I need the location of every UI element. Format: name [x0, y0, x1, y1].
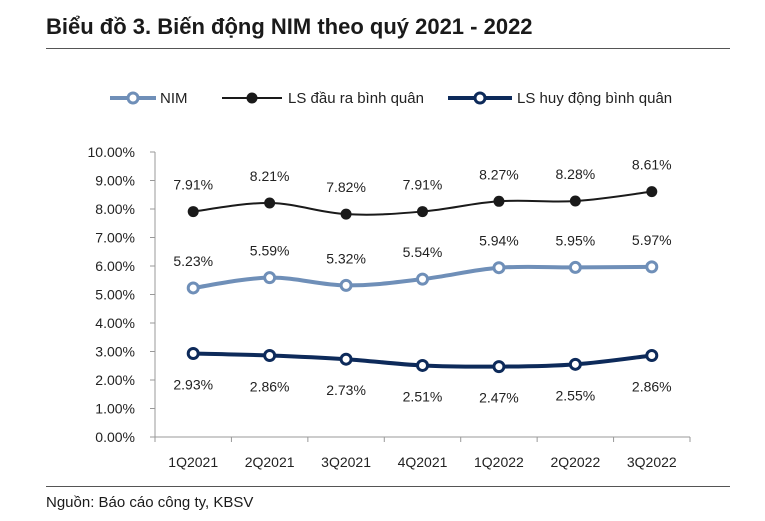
data-label: 2.51%: [403, 388, 443, 404]
data-point: [186, 281, 200, 295]
data-point: [416, 272, 429, 286]
y-tick-label: 1.00%: [95, 401, 135, 417]
x-tick-label: 1Q2022: [474, 454, 524, 470]
y-tick-label: 8.00%: [95, 201, 135, 217]
series-0: 5.23% 5.59% 5.32% 5.54% 5.94% 5.95% 5.97%: [173, 232, 672, 295]
data-label: 5.54%: [403, 244, 443, 260]
data-label: 5.95%: [556, 232, 596, 248]
y-tick-label: 6.00%: [95, 258, 135, 274]
chart-series: 5.23% 5.59% 5.32% 5.54% 5.94% 5.95% 5.97% 7.91%…: [173, 157, 671, 406]
data-label: 2.86%: [632, 378, 672, 394]
y-tick-label: 7.00%: [95, 230, 135, 246]
data-label: 5.59%: [250, 243, 290, 259]
y-tick-label: 5.00%: [95, 287, 135, 303]
x-tick-label: 3Q2021: [321, 454, 371, 470]
legend-swatch-marker: [473, 91, 487, 105]
data-point: [339, 278, 353, 292]
data-point: [340, 208, 352, 220]
y-tick-label: 3.00%: [95, 344, 135, 360]
data-point: [569, 195, 581, 207]
data-label: 2.73%: [326, 382, 366, 398]
x-tick-label: 4Q2021: [398, 454, 448, 470]
x-tick-label: 3Q2022: [627, 454, 677, 470]
y-tick-label: 10.00%: [88, 144, 135, 160]
data-point: [493, 195, 505, 207]
legend-swatch-marker: [246, 92, 258, 104]
chart-axes: 0.00% 1.00% 2.00% 3.00% 4.00% 5.00% 6.00% 7.00%…: [88, 144, 691, 470]
data-label: 5.23%: [173, 253, 213, 269]
y-tick-label: 0.00%: [95, 429, 135, 445]
data-point: [264, 197, 276, 209]
data-point: [568, 260, 582, 274]
data-label: 2.93%: [173, 376, 213, 392]
legend-item-0: NIM: [110, 90, 188, 107]
chart-legend: NIM LS đầu ra bình quân LS huy động bình q…: [110, 90, 672, 107]
legend-item-1: LS đầu ra bình quân: [222, 90, 424, 107]
data-label: 7.91%: [403, 177, 443, 193]
data-label: 7.82%: [326, 179, 366, 195]
legend-label: LS đầu ra bình quân: [288, 90, 424, 107]
data-label: 8.27%: [479, 166, 519, 182]
legend-label: NIM: [160, 90, 188, 107]
data-label: 7.91%: [173, 177, 213, 193]
data-label: 5.97%: [632, 232, 672, 248]
source-divider: [46, 486, 730, 487]
data-point: [416, 358, 429, 372]
data-point: [645, 260, 659, 274]
data-point: [263, 348, 277, 362]
series-1: 7.91% 8.21% 7.82% 7.91% 8.27% 8.28% 8.61%: [173, 157, 672, 220]
data-label: 5.94%: [479, 233, 519, 249]
x-tick-label: 1Q2021: [168, 454, 218, 470]
data-label: 5.32%: [326, 250, 366, 266]
page-title: Biểu đồ 3. Biến động NIM theo quý 2021 -…: [46, 14, 533, 39]
data-label: 2.47%: [479, 390, 519, 406]
data-point: [646, 186, 658, 198]
data-point: [492, 360, 506, 374]
y-tick-label: 9.00%: [95, 173, 135, 189]
x-tick-label: 2Q2022: [550, 454, 600, 470]
data-point: [186, 346, 200, 360]
data-point: [417, 206, 428, 218]
series-2: 2.93% 2.86% 2.73% 2.51% 2.47% 2.55% 2.86%: [173, 346, 672, 406]
source-note: Nguồn: Báo cáo công ty, KBSV: [46, 494, 254, 511]
data-label: 2.86%: [250, 378, 290, 394]
data-point: [492, 261, 506, 275]
data-point: [645, 348, 659, 362]
y-tick-label: 4.00%: [95, 315, 135, 331]
data-label: 8.61%: [632, 157, 672, 173]
legend-item-2: LS huy động bình quân: [448, 90, 672, 107]
legend-swatch-marker: [126, 91, 140, 105]
title-divider: [46, 48, 730, 49]
data-point: [187, 206, 199, 218]
data-point: [568, 357, 582, 371]
data-point: [263, 271, 277, 285]
data-label: 2.55%: [556, 387, 596, 403]
legend-label: LS huy động bình quân: [517, 90, 672, 107]
data-label: 8.21%: [250, 168, 290, 184]
y-tick-label: 2.00%: [95, 372, 135, 388]
x-tick-label: 2Q2021: [245, 454, 295, 470]
data-point: [339, 352, 353, 366]
data-label: 8.28%: [556, 166, 596, 182]
